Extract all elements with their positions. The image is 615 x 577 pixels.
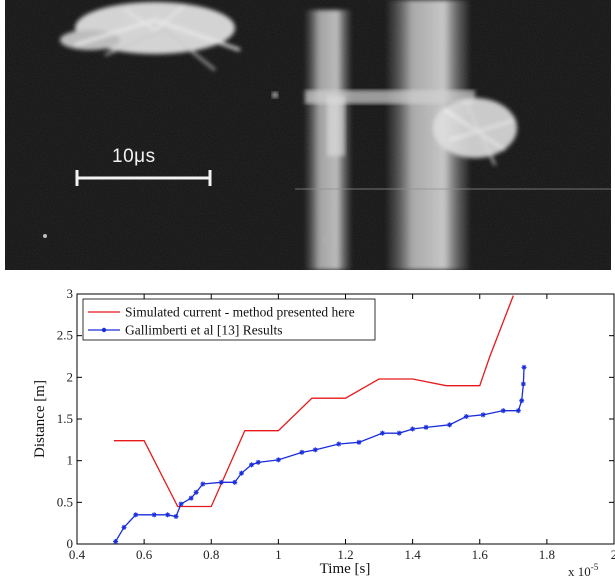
marker-stroke <box>188 496 194 501</box>
marker-stroke <box>501 408 506 413</box>
marker-stroke <box>423 425 429 430</box>
data-point-marker <box>299 449 305 455</box>
x-tick-label: 1.2 <box>337 547 353 562</box>
x-tick-label: 1 <box>275 547 282 562</box>
marker-stroke <box>165 512 170 517</box>
marker-stroke <box>173 514 179 519</box>
streak-photograph: 10μs <box>5 0 611 270</box>
data-point-marker <box>423 424 429 430</box>
marker-stroke <box>521 365 527 370</box>
legend-box <box>82 298 376 341</box>
marker-stroke <box>356 440 362 445</box>
marker-stroke <box>276 457 281 462</box>
x-multiplier-base: x 10 <box>568 564 591 577</box>
data-point-marker <box>188 495 194 501</box>
marker-stroke <box>464 414 469 419</box>
marker-stroke <box>299 450 305 455</box>
data-point-marker <box>356 439 362 445</box>
marker-stroke <box>516 408 521 413</box>
x-tick-label: 1.8 <box>539 547 555 562</box>
data-point-marker <box>312 447 318 453</box>
marker-stroke <box>121 525 127 530</box>
marker-stroke <box>232 480 237 485</box>
x-axis-multiplier: x 10-5 <box>568 562 599 577</box>
marker-stroke <box>397 431 402 436</box>
data-point-marker <box>519 398 525 404</box>
x-tick-label: 0.4 <box>69 547 86 562</box>
marker-stroke <box>519 398 524 403</box>
scale-bar-label: 10μs <box>112 146 156 167</box>
legend: Simulated current - method presented her… <box>82 298 376 341</box>
data-point-marker <box>480 412 486 418</box>
data-point-marker <box>255 459 261 465</box>
data-point-marker <box>520 381 526 387</box>
data-point-marker <box>121 524 127 530</box>
y-tick-label: 0 <box>67 536 74 551</box>
marker-stroke <box>133 512 138 517</box>
marker-stroke <box>249 462 254 467</box>
axis-ticks: 0.4 0.6 0.8 1 1.2 1.4 1.6 1.8 2 0 0.5 1 1.5 2 2.5 3 <box>57 286 615 562</box>
legend-label-2: Gallimberti et al [13] Results <box>125 323 282 338</box>
y-axis-title: Distance [m] <box>32 380 48 458</box>
scale-bar <box>75 170 212 186</box>
x-multiplier-exponent: -5 <box>591 562 599 572</box>
marker-stroke <box>447 422 452 427</box>
y-tick-label: 2.5 <box>57 328 73 343</box>
data-point-marker <box>200 481 206 487</box>
marker-stroke <box>336 441 341 447</box>
series-layer <box>113 295 527 544</box>
data-point-marker <box>165 512 171 518</box>
data-point-marker <box>515 408 521 414</box>
data-point-marker <box>447 422 453 428</box>
marker-stroke <box>200 481 206 487</box>
y-tick-label: 1 <box>67 453 74 468</box>
data-point-marker <box>113 539 119 544</box>
marker-stroke <box>113 539 118 544</box>
data-point-marker <box>249 462 255 468</box>
marker-stroke <box>380 431 385 436</box>
distance-time-chart: 0.4 0.6 0.8 1 1.2 1.4 1.6 1.8 2 0 0.5 1 1.5 2 2.5 3 Sim… <box>32 286 615 577</box>
data-point-marker <box>500 408 506 414</box>
data-point-marker <box>193 489 199 495</box>
data-point-marker <box>232 479 238 485</box>
data-point-marker <box>410 426 416 432</box>
marker-stroke <box>313 447 318 452</box>
data-point-marker <box>521 364 527 370</box>
marker-stroke <box>256 460 261 465</box>
series-line-2 <box>115 367 525 542</box>
marker-stroke <box>480 412 486 417</box>
data-point-marker <box>396 430 402 436</box>
data-point-marker <box>133 512 139 518</box>
marker-stroke <box>152 512 157 517</box>
y-tick-label: 1.5 <box>57 411 73 426</box>
x-tick-label: 0.8 <box>203 547 219 562</box>
marker-stroke <box>410 426 415 432</box>
data-point-marker <box>238 470 244 476</box>
x-tick-label: 0.6 <box>136 547 153 562</box>
y-tick-label: 2 <box>67 369 74 384</box>
legend-marker <box>101 327 107 333</box>
x-axis-title: Time [s] <box>320 561 371 577</box>
y-tick-label: 3 <box>67 286 74 301</box>
data-point-marker <box>275 457 281 463</box>
x-tick-label: 2 <box>611 547 615 562</box>
photo-graphic <box>5 0 611 270</box>
series-line-1 <box>113 295 514 508</box>
data-point-marker <box>379 430 385 436</box>
legend-label-1: Simulated current - method presented her… <box>125 305 355 320</box>
data-point-marker <box>336 441 342 447</box>
data-point-marker <box>463 414 469 419</box>
data-point-marker <box>178 501 184 507</box>
marker-stroke <box>219 480 224 485</box>
marker-stroke <box>193 490 199 495</box>
marker-stroke <box>178 501 184 507</box>
x-tick-label: 1.4 <box>405 547 422 562</box>
marker-stroke <box>521 381 526 387</box>
y-tick-label: 0.5 <box>57 494 73 509</box>
marker-stroke <box>239 471 244 476</box>
x-tick-label: 1.6 <box>472 547 489 562</box>
data-point-marker <box>218 479 224 485</box>
data-point-marker <box>151 512 157 518</box>
data-point-marker <box>173 514 179 519</box>
